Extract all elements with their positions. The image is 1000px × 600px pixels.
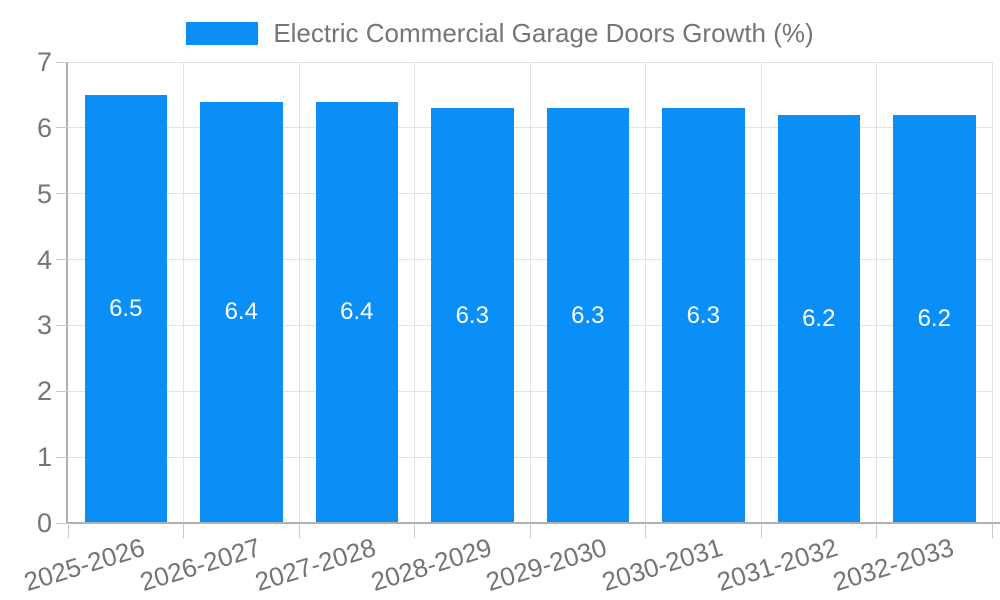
x-axis-tick-label: 2026-2027	[136, 532, 265, 598]
y-axis-tick	[56, 259, 68, 261]
x-axis-tick	[991, 523, 993, 538]
x-axis-tick	[414, 523, 415, 538]
v-gridline	[876, 62, 877, 523]
x-axis-tick	[298, 523, 300, 538]
x-axis-tick-label: 2031-2032	[713, 532, 842, 598]
bar: 6.5	[84, 94, 167, 523]
v-gridline	[645, 62, 646, 523]
bar: 6.3	[431, 108, 514, 523]
bar-value-label: 6.4	[340, 298, 374, 326]
x-axis-line	[68, 522, 1000, 524]
y-axis-tick-label: 6	[36, 112, 52, 143]
bar-value-label: 6.3	[686, 301, 720, 329]
y-axis-tick-label: 3	[36, 310, 52, 341]
bar: 6.2	[777, 114, 860, 523]
legend-swatch[interactable]	[186, 22, 259, 45]
v-gridline	[414, 62, 415, 523]
bar: 6.2	[893, 114, 976, 523]
y-axis-tick-label: 5	[36, 178, 52, 209]
bar: 6.3	[662, 108, 745, 523]
chart-legend[interactable]: Electric Commercial Garage Doors Growth …	[0, 18, 1000, 49]
v-gridline	[183, 62, 184, 523]
x-axis-tick	[183, 523, 184, 538]
x-axis-tick-label: 2028-2029	[367, 532, 496, 598]
x-axis-tick-label: 2029-2030	[482, 532, 611, 598]
x-axis-tick-label: 2032-2033	[829, 532, 958, 598]
y-axis-tick-label: 7	[36, 47, 52, 77]
bar-value-label: 6.4	[224, 298, 258, 326]
x-axis-tick	[760, 523, 762, 538]
legend-label[interactable]: Electric Commercial Garage Doors Growth …	[273, 18, 814, 48]
x-axis-tick-label: 2025-2026	[20, 532, 149, 598]
x-axis-tick	[67, 523, 69, 538]
y-axis-tick	[56, 456, 68, 458]
v-gridline	[991, 62, 993, 523]
y-axis-tick-label: 0	[36, 508, 52, 538]
v-gridline	[298, 62, 300, 523]
y-axis-tick	[56, 61, 68, 63]
bar-value-label: 6.5	[109, 294, 143, 322]
x-axis-tick	[645, 523, 646, 538]
y-axis-tick	[56, 193, 68, 195]
bar-value-label: 6.3	[455, 301, 489, 329]
y-axis-tick-label: 2	[36, 376, 52, 407]
bar: 6.3	[546, 108, 629, 523]
bar-value-label: 6.2	[917, 304, 951, 332]
y-axis-tick	[56, 390, 68, 392]
bar-value-label: 6.2	[802, 304, 836, 332]
y-axis-tick-label: 1	[36, 442, 52, 473]
v-gridline	[529, 62, 531, 523]
y-axis-tick-label: 4	[36, 244, 52, 275]
bar: 6.4	[200, 101, 283, 523]
x-axis-tick	[529, 523, 531, 538]
x-axis-tick-label: 2027-2028	[251, 532, 380, 598]
x-axis-tick	[876, 523, 877, 538]
y-axis-tick	[56, 324, 68, 326]
bar: 6.4	[315, 101, 398, 523]
y-axis-line	[66, 62, 68, 523]
y-axis-tick	[56, 522, 68, 524]
x-axis-tick-label: 2030-2031	[598, 532, 727, 598]
y-axis-tick	[56, 127, 68, 129]
bar-value-label: 6.3	[571, 301, 605, 329]
plot-area: 6.5 6.4 6.4 6.3 6.3 6.3 6.2 6.2	[68, 61, 993, 523]
v-gridline	[760, 62, 762, 523]
